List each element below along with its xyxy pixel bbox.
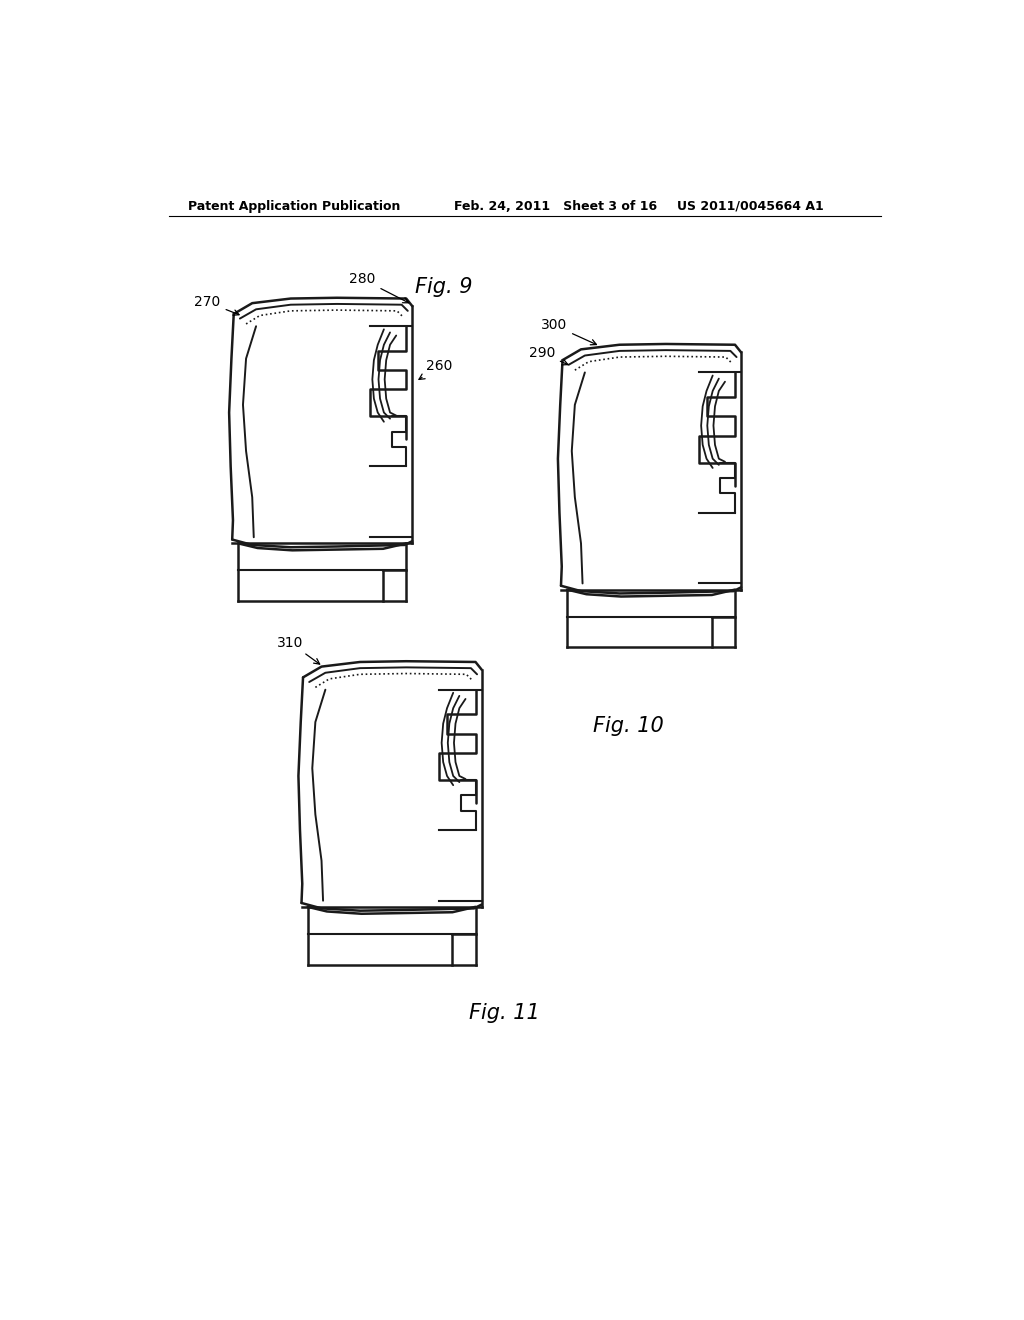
Text: 260: 260 [419,359,453,379]
Text: 280: 280 [349,272,409,302]
Text: Fig. 11: Fig. 11 [469,1003,540,1023]
Text: Feb. 24, 2011   Sheet 3 of 16: Feb. 24, 2011 Sheet 3 of 16 [454,199,657,213]
Text: Fig. 9: Fig. 9 [416,277,473,297]
Text: 270: 270 [195,296,239,315]
Text: 310: 310 [276,636,319,664]
Text: US 2011/0045664 A1: US 2011/0045664 A1 [677,199,824,213]
Text: Fig. 10: Fig. 10 [593,715,664,737]
Text: 290: 290 [528,346,568,364]
Text: Patent Application Publication: Patent Application Publication [188,199,400,213]
Text: 300: 300 [541,318,596,345]
